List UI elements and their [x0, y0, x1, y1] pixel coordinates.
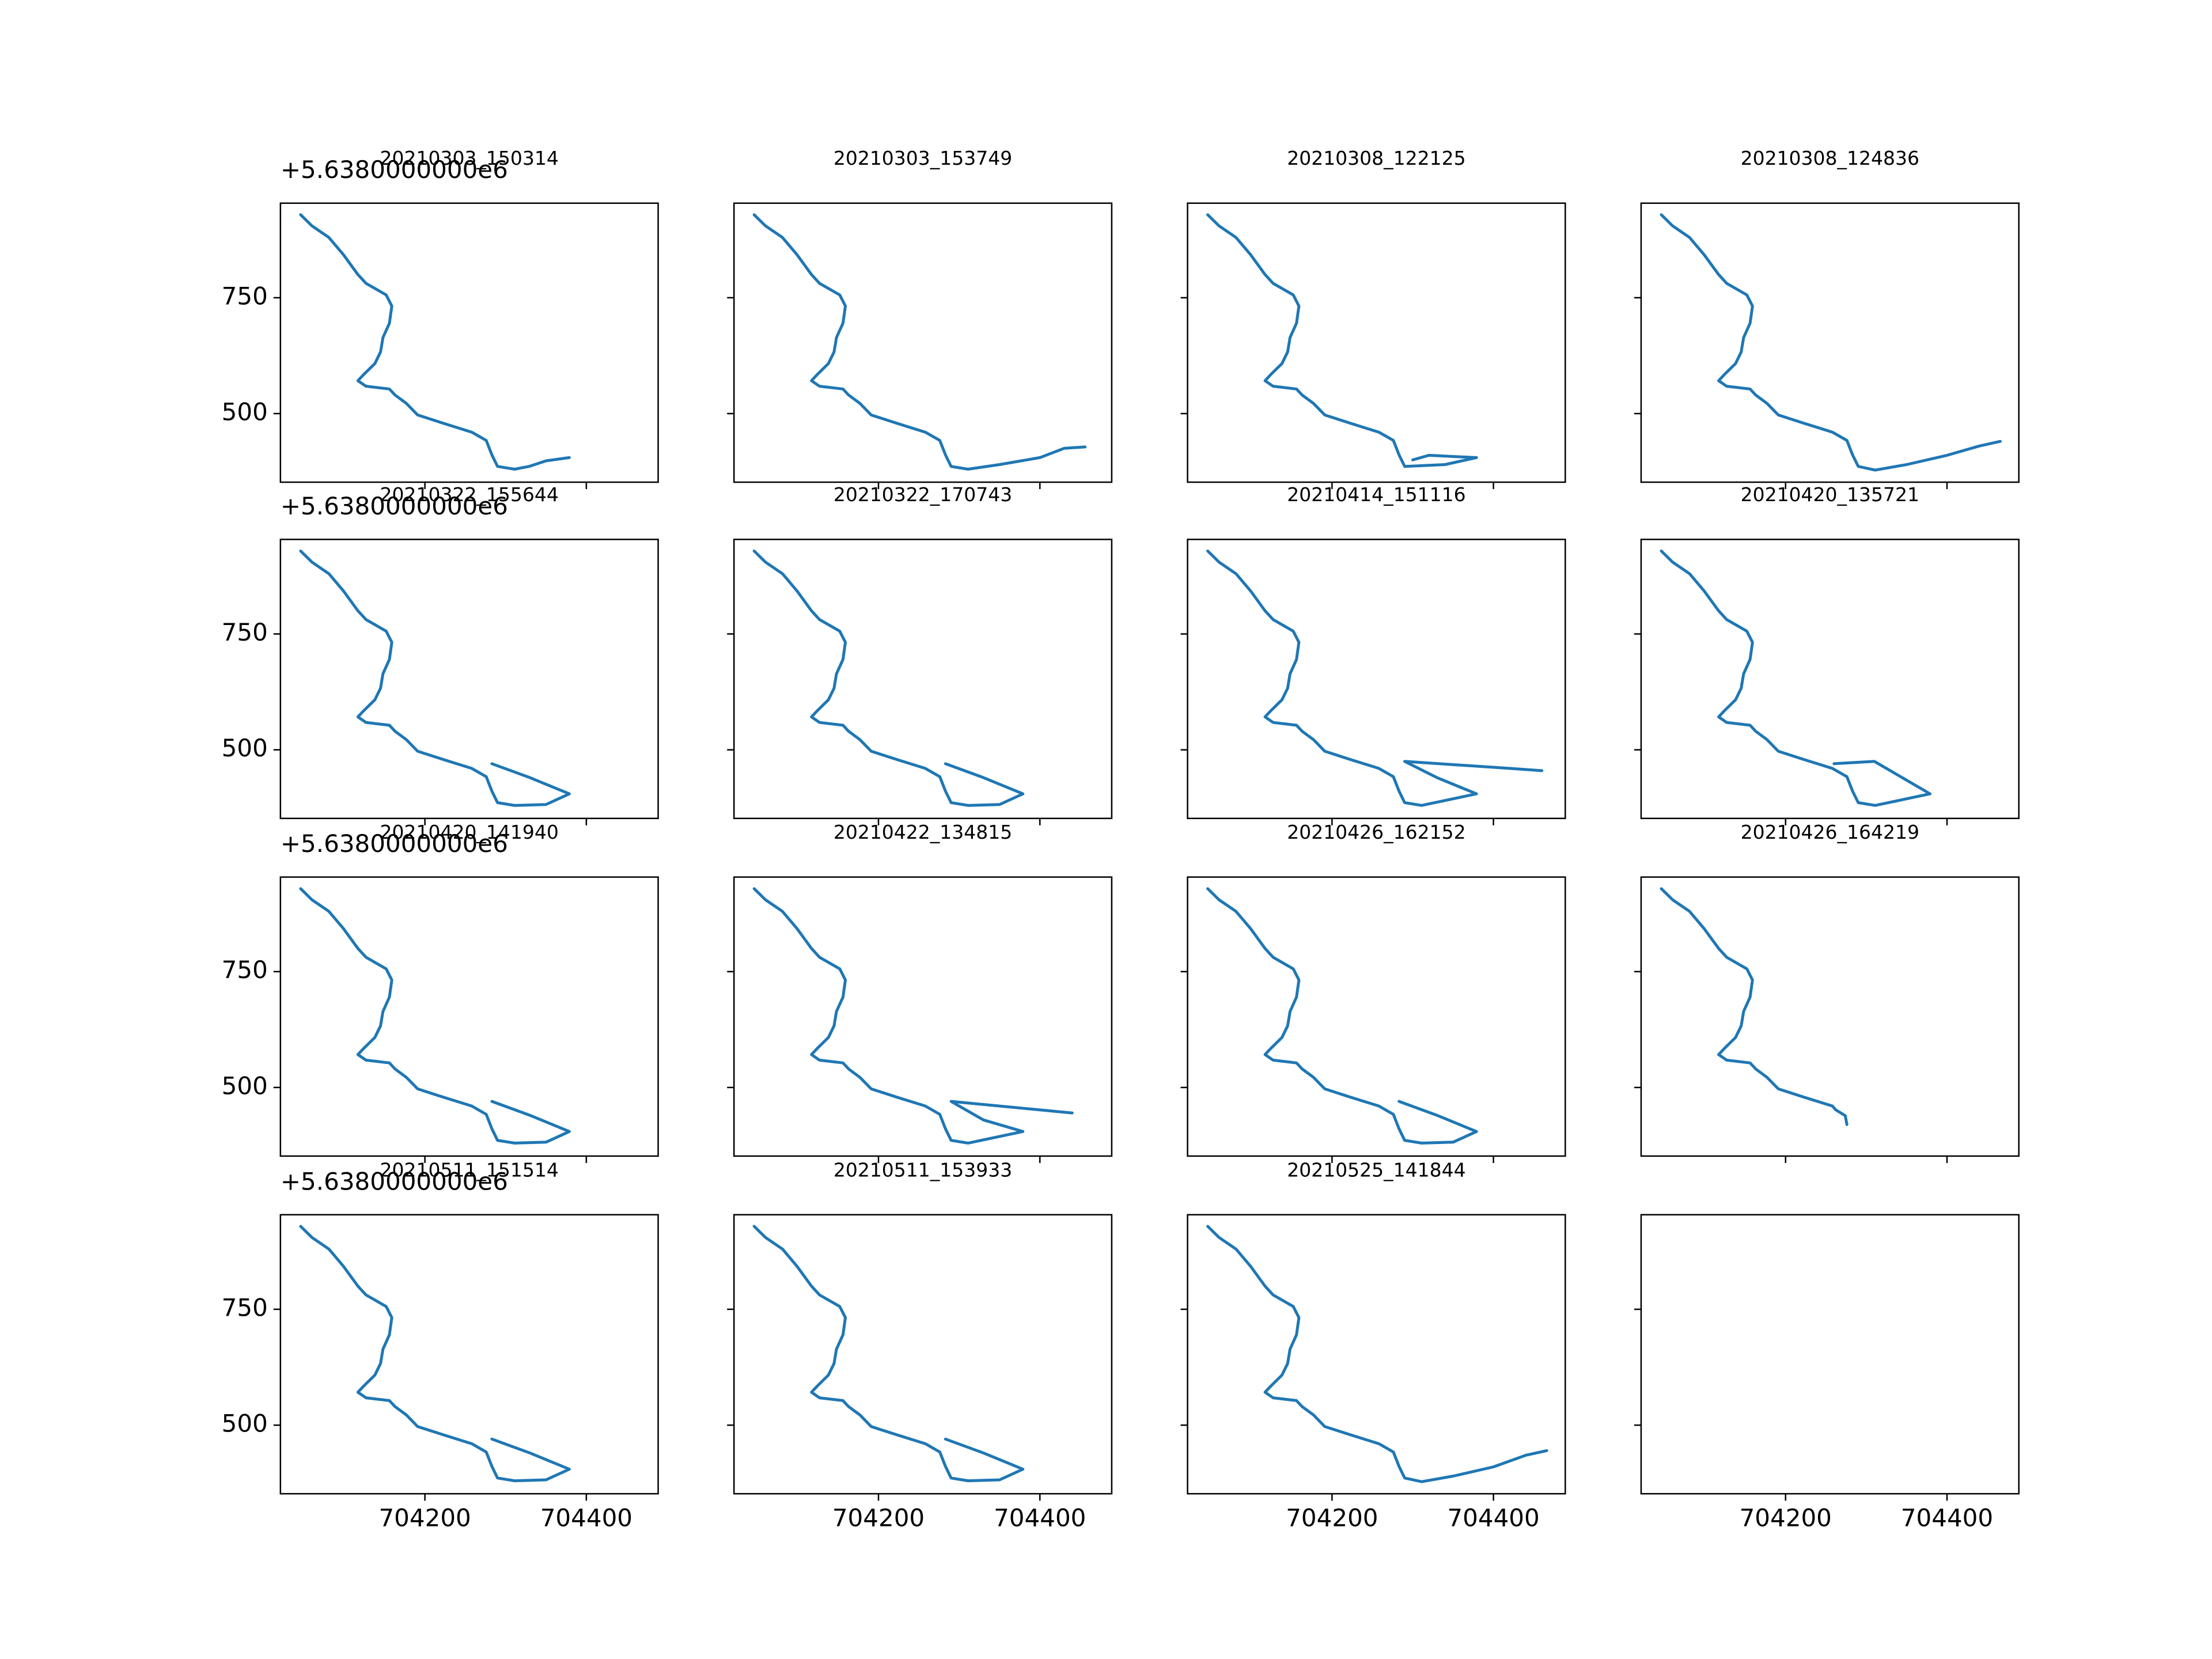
subplot-title: 20210426_164219 [1741, 821, 1919, 843]
axes-background [1187, 1214, 1566, 1494]
x-tick-label: 704400 [1447, 1504, 1539, 1532]
track-line [1660, 887, 1849, 1126]
y-tick-label: 500 [222, 1071, 268, 1100]
y-tick-label: 750 [222, 1293, 268, 1321]
y-tick-label: 750 [222, 282, 268, 310]
track-line [299, 550, 571, 807]
x-tick-label: 704400 [994, 1504, 1086, 1532]
subplot-title: 20210511_151514 [380, 1158, 558, 1181]
y-tick-label: 750 [222, 956, 268, 984]
y-tick-label: 500 [222, 397, 268, 426]
axes-background [1187, 539, 1566, 819]
axes-frame [1640, 1214, 2020, 1495]
axes-frame [1187, 1214, 1566, 1495]
subplot-title: 20210303_150314 [380, 147, 558, 169]
track-line [1660, 213, 2002, 472]
axes-frame [1187, 202, 1566, 483]
subplot-title: 20210303_153749 [834, 147, 1012, 169]
y-tick-label: 750 [222, 618, 268, 646]
axes-frame [279, 1214, 659, 1495]
y-tick-label: 500 [222, 734, 268, 762]
x-tick-label: 704200 [1740, 1504, 1832, 1532]
track-line [752, 1225, 1025, 1483]
offset-text: +5.6380000000e6 [281, 1167, 508, 1195]
track-line [752, 213, 1087, 471]
axes-frame [279, 539, 659, 820]
axes-frame [1640, 202, 2020, 483]
axes-frame [1640, 876, 2020, 1157]
axes-background [1641, 877, 2019, 1156]
x-tick-label: 704400 [540, 1504, 632, 1532]
axes-background [734, 1214, 1112, 1494]
track-line [1206, 887, 1478, 1145]
track-line [299, 1225, 571, 1483]
subplot-title: 20210414_151116 [1287, 483, 1465, 506]
subplot-title: 20210308_124836 [1741, 147, 1919, 169]
track-line [752, 887, 1074, 1145]
subplot-title: 20210511_153933 [834, 1158, 1012, 1181]
axes-background [280, 877, 658, 1156]
x-tick-label: 704200 [832, 1504, 925, 1532]
track-line [299, 887, 571, 1145]
y-tick-label: 500 [222, 1410, 268, 1438]
axes-background [1187, 877, 1566, 1156]
subplot-title: 20210525_141844 [1287, 1158, 1465, 1181]
axes-background [280, 539, 658, 819]
offset-text: +5.6380000000e6 [281, 492, 508, 520]
offset-text: +5.6380000000e6 [281, 156, 508, 184]
track-line [752, 550, 1025, 807]
track-line [1206, 1225, 1548, 1483]
axes-background [1641, 203, 2019, 483]
axes-frame [279, 202, 659, 483]
axes-frame [279, 876, 659, 1157]
x-tick-label: 704200 [378, 1504, 471, 1532]
offset-text: +5.6380000000e6 [281, 830, 508, 858]
axes-background [1187, 203, 1566, 483]
axes-background [280, 1214, 658, 1494]
axes-frame [733, 876, 1113, 1157]
subplot-title: 20210422_134815 [834, 821, 1012, 843]
track-line [1206, 550, 1544, 807]
subplot-title: 20210308_122125 [1287, 147, 1465, 169]
axes-background [734, 203, 1112, 483]
track-line [299, 213, 571, 471]
axes-background [1641, 539, 2019, 819]
axes-frame [733, 202, 1113, 483]
axes-frame [733, 1214, 1113, 1495]
subplot-title: 20210322_155644 [380, 483, 558, 506]
track-line [1206, 213, 1478, 468]
subplot-title: 20210322_170743 [834, 483, 1012, 506]
axes-frame [1187, 539, 1566, 820]
axes-frame [733, 539, 1113, 820]
axes-background [280, 203, 658, 483]
x-tick-label: 704400 [1901, 1504, 1993, 1532]
track-line [1660, 550, 1932, 807]
axes-background [734, 539, 1112, 819]
subplot-title: 20210420_135721 [1741, 483, 1919, 506]
axes-frame [1640, 539, 2020, 820]
x-tick-label: 704200 [1286, 1504, 1378, 1532]
subplot-title: 20210420_141940 [380, 821, 558, 843]
axes-background [1641, 1214, 2019, 1494]
axes-frame [1187, 876, 1566, 1157]
subplot-title: 20210426_162152 [1287, 821, 1465, 843]
